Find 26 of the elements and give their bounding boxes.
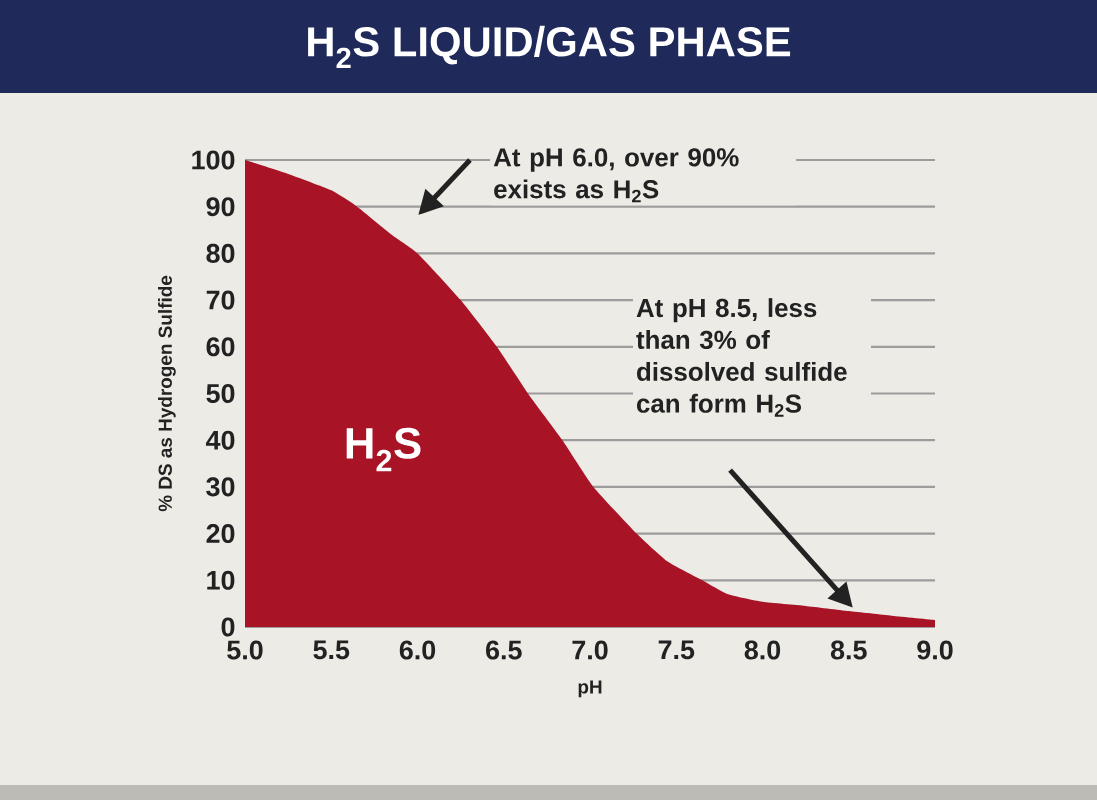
- y-tick-label: 20: [206, 524, 235, 544]
- x-tick-label: 7.5: [658, 640, 695, 660]
- annotation: At pH 6.0, over 90% exists as H$_{2}$S: [493, 148, 739, 203]
- y-tick-label: 100: [192, 150, 235, 170]
- y-tick-label: 30: [206, 477, 235, 497]
- y-tick-label: 70: [206, 290, 235, 310]
- annotation: At pH 8.5, less than 3% of dissolved sulfide can form H$_{2}$S: [636, 298, 847, 417]
- x-tick-label: 9.0: [917, 640, 953, 660]
- y-tick-label: 10: [207, 570, 235, 590]
- x-tick-label: 6.5: [486, 640, 522, 660]
- y-tick-label: 60: [206, 337, 235, 357]
- series-label: H$_{2}$S: [346, 427, 421, 472]
- y-tick-label: 90: [206, 197, 235, 217]
- y-tick-label: 0: [221, 617, 235, 637]
- y-tick-label: 80: [206, 243, 235, 263]
- x-tick-label: 8.5: [830, 640, 867, 660]
- x-tick-label: 7.0: [572, 640, 608, 660]
- x-tick-label: 8.0: [744, 640, 781, 660]
- y-tick-label: 50: [206, 383, 235, 404]
- chart-title: H$_{2}$S LIQUID/GAS PHASE: [308, 25, 791, 69]
- x-tick-label: 6.0: [399, 640, 436, 660]
- y-axis-title: % DS as Hydrogen Sulfide: [158, 275, 176, 512]
- x-axis-title: pH: [578, 680, 602, 698]
- x-tick-label: 5.5: [313, 640, 350, 660]
- y-tick-label: 40: [205, 430, 235, 450]
- x-tick-label: 5.0: [227, 640, 263, 660]
